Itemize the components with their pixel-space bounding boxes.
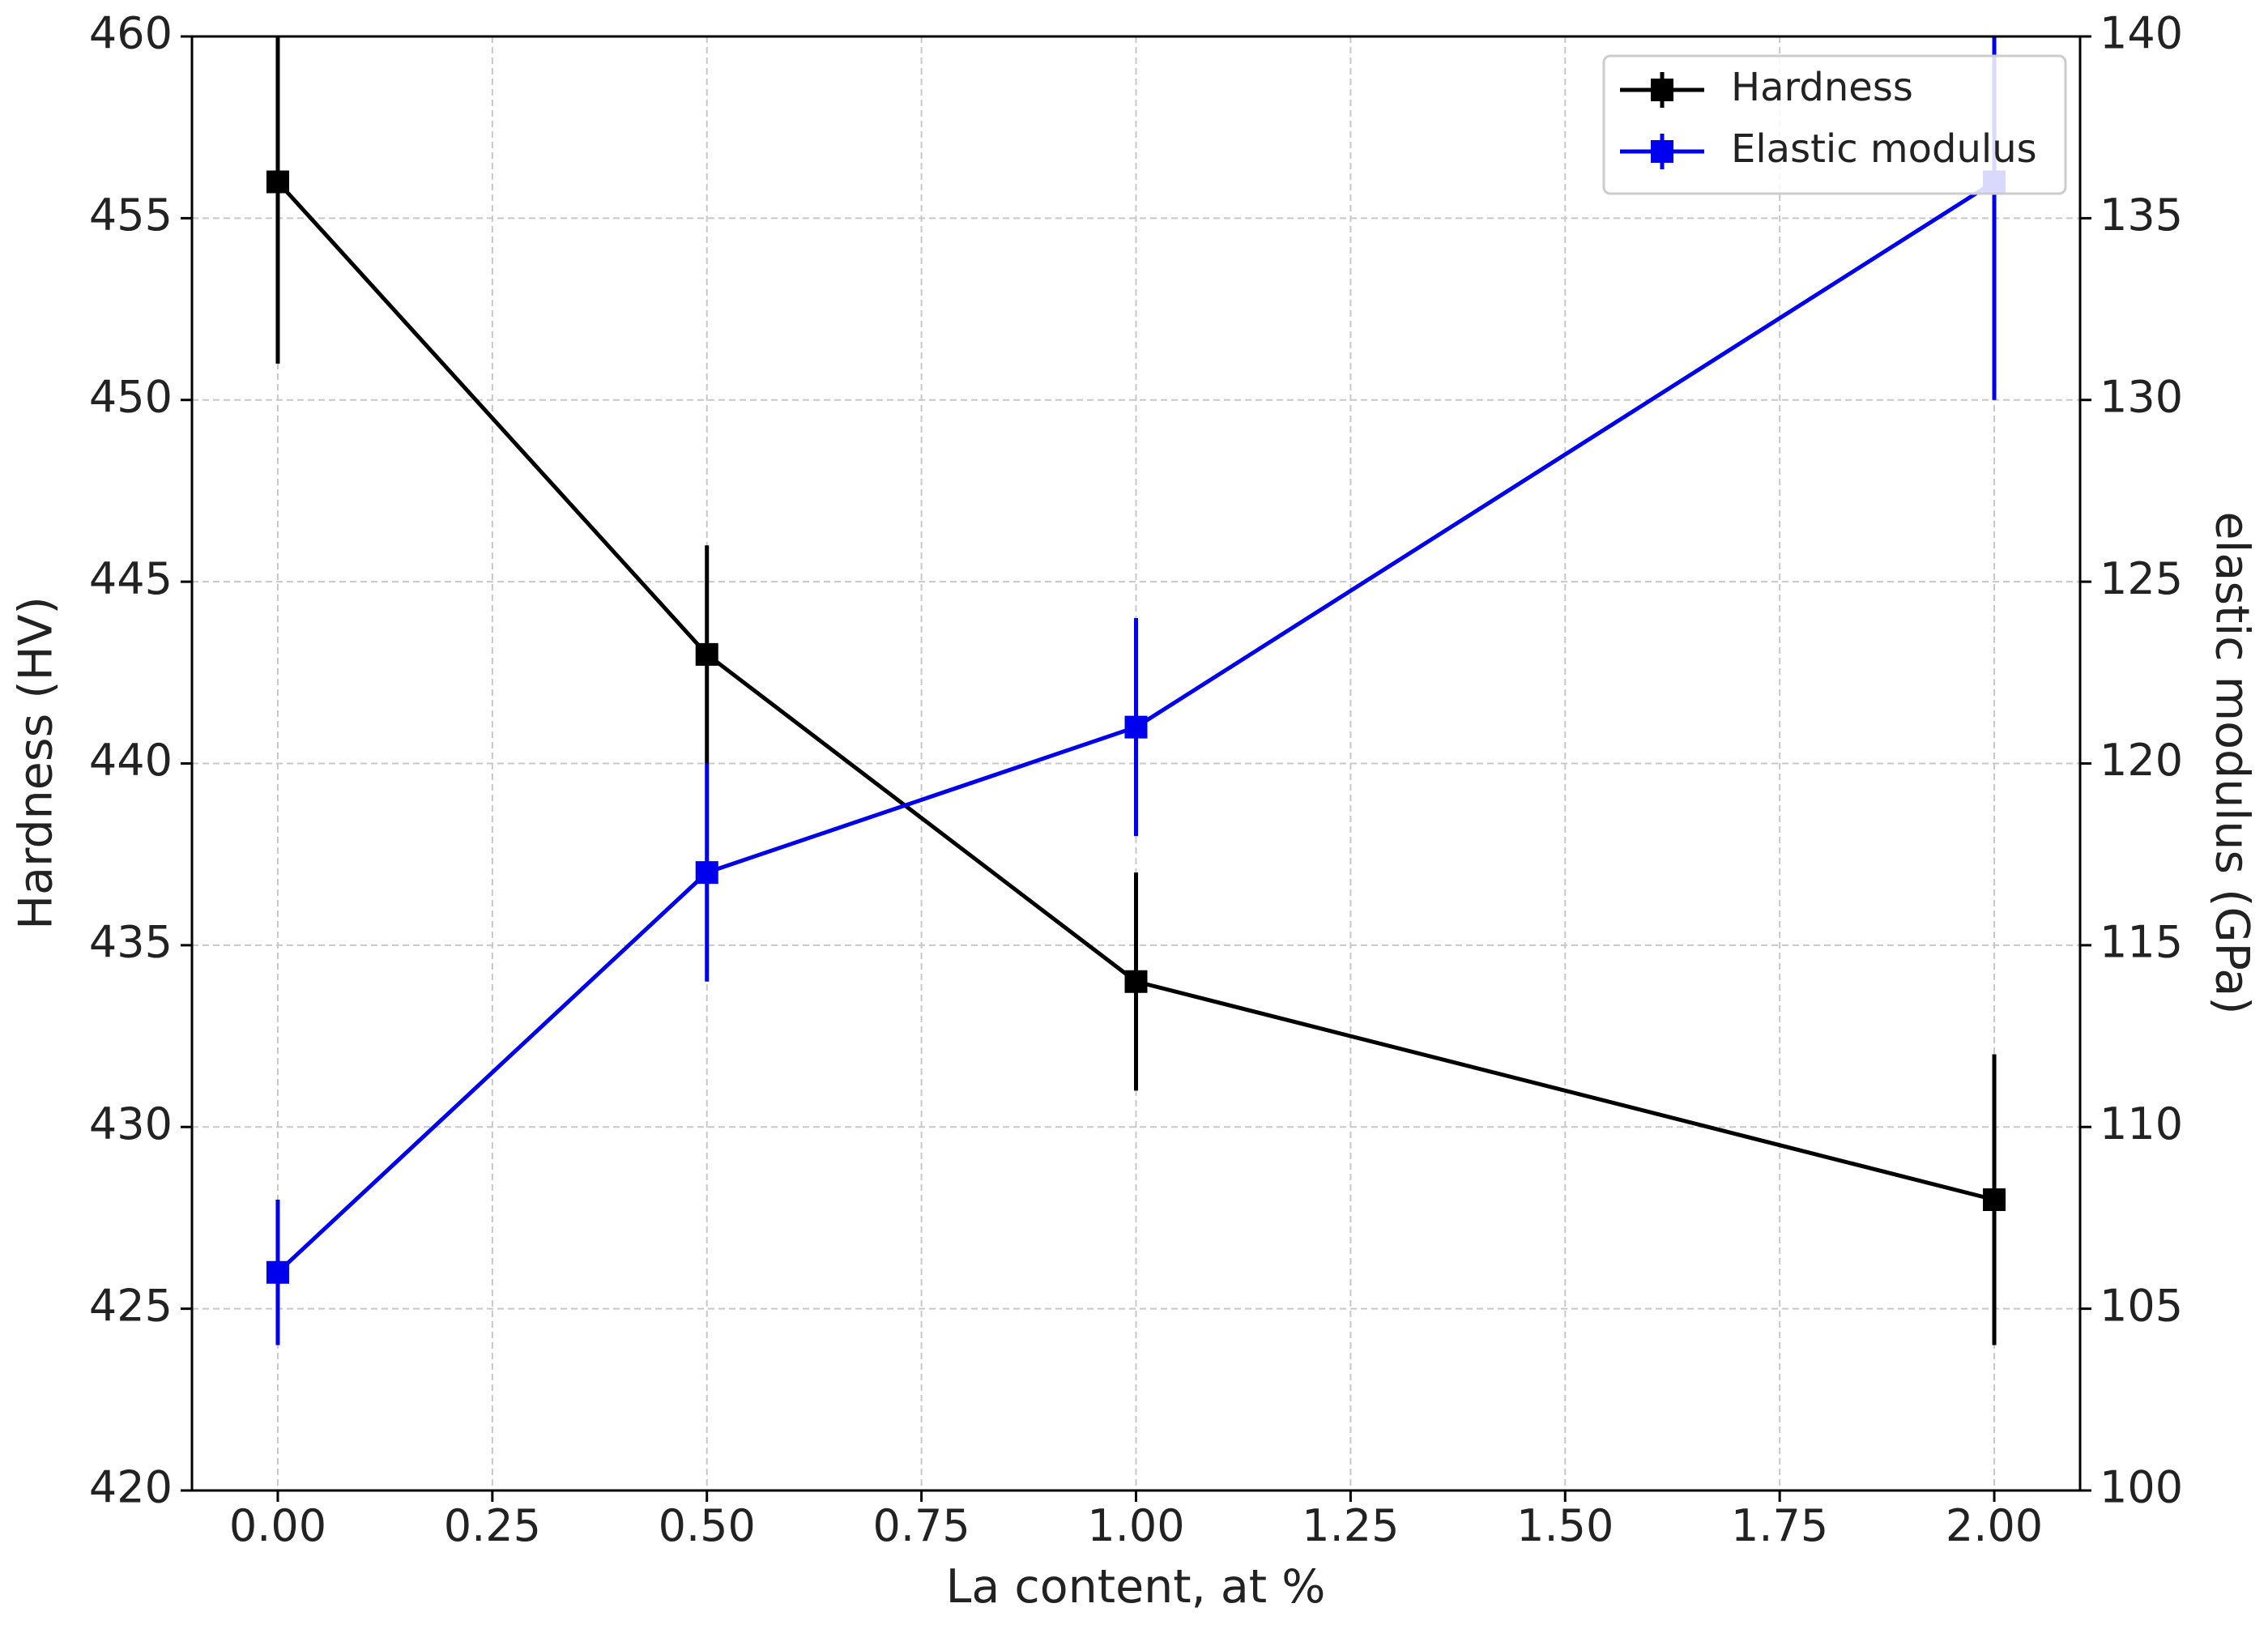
marker: [695, 642, 718, 666]
axes: 0.00 0.25 0.50 0.75 1.00 1.25 1.50 1.75 2.00 420 4…: [89, 8, 2183, 1551]
marker: [266, 1260, 289, 1284]
x-tick-label: 0.00: [229, 1500, 326, 1551]
y2-tick-label: 115: [2100, 917, 2183, 968]
y-tick-label: 430: [89, 1098, 173, 1149]
y-tick-label: 440: [89, 735, 173, 786]
plot-area: [266, 36, 2006, 1345]
marker: [266, 170, 289, 194]
y-tick-label: 455: [89, 190, 173, 241]
x-tick-label: 2.00: [1946, 1500, 2043, 1551]
y-tick-label: 425: [89, 1280, 173, 1331]
x-tick-label: 1.25: [1302, 1500, 1399, 1551]
x-tick-label: 0.25: [444, 1500, 541, 1551]
x-tick-label: 0.75: [872, 1500, 970, 1551]
series-line: [276, 180, 1996, 1274]
legend-box: [1602, 54, 2067, 195]
y2-axis-label: elastic modulus (GPa): [2205, 511, 2258, 1014]
y-tick-label: 450: [89, 371, 173, 422]
y2-tick-label: 100: [2100, 1462, 2183, 1513]
legend-label: Elastic modulus: [1731, 126, 2037, 172]
marker: [1124, 970, 1148, 993]
y2-tick-label: 125: [2100, 553, 2183, 604]
marker: [1124, 715, 1148, 739]
legend-marker: [1651, 140, 1673, 163]
x-axis-label: La content, at %: [946, 1560, 1326, 1614]
y-tick-label: 435: [89, 917, 173, 968]
x-tick-label: 0.50: [659, 1500, 756, 1551]
y2-tick-label: 130: [2100, 371, 2183, 422]
y-tick-label: 445: [89, 553, 173, 604]
x-tick-label: 1.00: [1087, 1500, 1184, 1551]
plot-frame: [190, 35, 2082, 1492]
y-axis-label: Hardness (HV): [10, 596, 63, 929]
y2-tick-label: 110: [2100, 1098, 2183, 1149]
series-line: [276, 180, 1995, 1202]
y-tick-label: 420: [89, 1462, 173, 1513]
x-tick-label: 1.75: [1731, 1500, 1828, 1551]
legend: Hardness Elastic modulus: [1602, 54, 2067, 195]
marker: [695, 861, 718, 885]
legend-marker: [1651, 79, 1673, 101]
y2-tick-label: 140: [2100, 8, 2183, 59]
y2-tick-label: 105: [2100, 1280, 2183, 1331]
y2-tick-label: 120: [2100, 735, 2183, 786]
x-tick-label: 1.50: [1516, 1500, 1614, 1551]
y-tick-label: 460: [89, 8, 173, 59]
marker: [1983, 1188, 2006, 1211]
y2-tick-label: 135: [2100, 190, 2183, 241]
legend-label: Hardness: [1731, 65, 1913, 110]
